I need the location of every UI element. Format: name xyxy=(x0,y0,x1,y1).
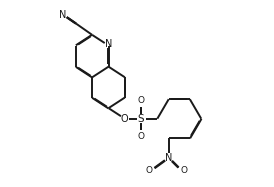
Text: O: O xyxy=(138,132,145,141)
Text: N: N xyxy=(165,153,172,163)
Text: O: O xyxy=(121,114,129,124)
Text: O: O xyxy=(180,166,187,175)
Text: O: O xyxy=(145,166,152,175)
Text: N: N xyxy=(59,10,67,20)
Text: S: S xyxy=(138,114,144,124)
Text: N: N xyxy=(105,39,112,49)
Text: O: O xyxy=(138,96,145,105)
